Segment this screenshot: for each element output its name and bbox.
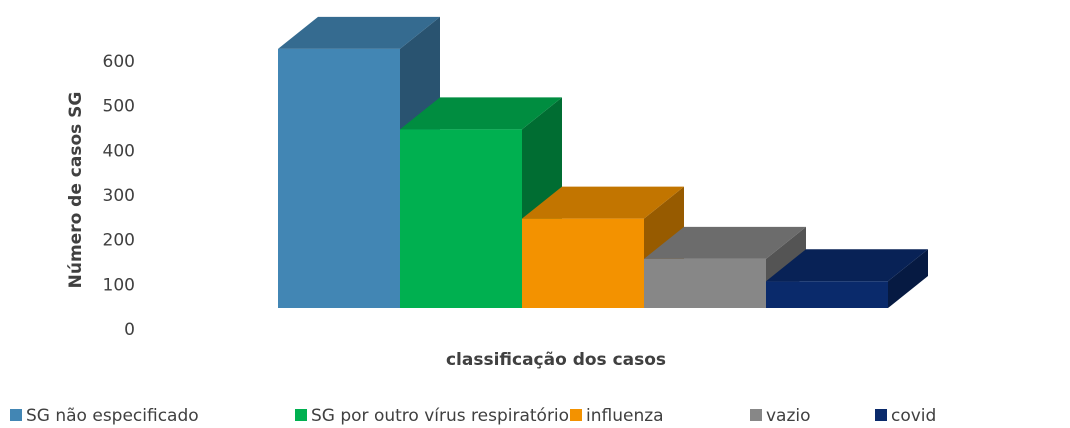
legend-swatch (750, 409, 762, 421)
y-tick-label: 300 (103, 186, 135, 206)
y-tick-label: 100 (103, 275, 135, 295)
bar-top (400, 97, 562, 130)
bar (766, 249, 928, 308)
legend-swatch (295, 409, 307, 421)
legend-swatch (10, 409, 22, 421)
bar-front (522, 218, 644, 308)
y-tick-label: 200 (103, 231, 135, 251)
legend-label: covid (891, 406, 936, 426)
legend-swatch (875, 409, 887, 421)
legend-swatch (570, 409, 582, 421)
y-axis-title: Número de casos SG (66, 92, 86, 289)
bar-front (400, 129, 522, 308)
y-tick-label: 400 (103, 141, 135, 161)
bar-front (644, 258, 766, 308)
y-tick-label: 0 (124, 320, 135, 340)
bar (644, 226, 806, 308)
bar-side (888, 249, 928, 308)
bar-top (522, 186, 684, 219)
x-axis-title: classificação dos casos (446, 350, 666, 370)
bar-front (278, 48, 400, 308)
bar-top (278, 16, 440, 49)
bar-top (766, 249, 928, 282)
bar-top (644, 226, 806, 259)
bar-front (766, 281, 888, 308)
legend-label: SG por outro vírus respiratório (311, 406, 569, 426)
legend-label: influenza (586, 406, 664, 426)
y-tick-label: 600 (103, 52, 135, 72)
legend-label: vazio (766, 406, 811, 426)
y-tick-label: 500 (103, 97, 135, 117)
legend-label: SG não especificado (26, 406, 199, 426)
